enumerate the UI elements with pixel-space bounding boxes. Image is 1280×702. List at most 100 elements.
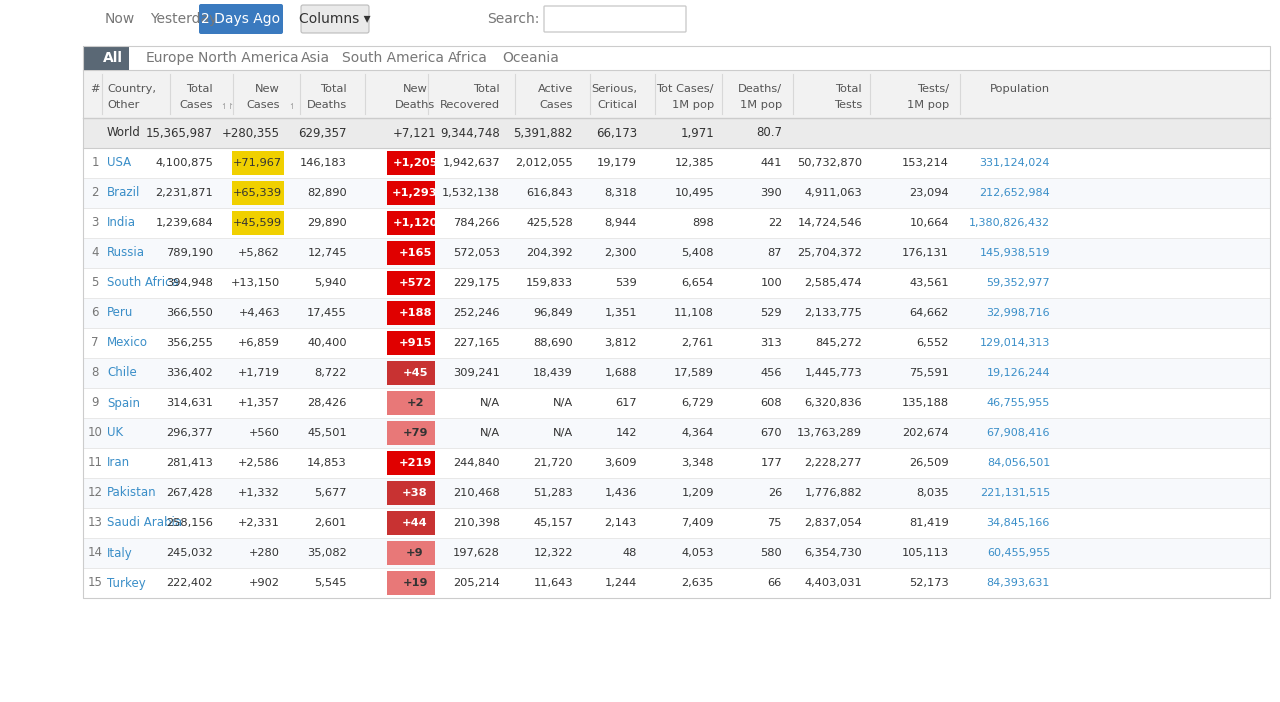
Text: 1,380,826,432: 1,380,826,432 (969, 218, 1050, 228)
Text: 3,609: 3,609 (604, 458, 637, 468)
Text: South America: South America (342, 51, 444, 65)
Text: 4,053: 4,053 (681, 548, 714, 558)
Text: Cases: Cases (539, 100, 573, 110)
Text: 616,843: 616,843 (526, 188, 573, 198)
Text: New: New (403, 84, 428, 94)
Bar (232, 151, 284, 175)
Text: 6,354,730: 6,354,730 (804, 548, 861, 558)
Text: 539: 539 (616, 278, 637, 288)
Text: 1,209: 1,209 (681, 488, 714, 498)
Text: +2,586: +2,586 (238, 458, 280, 468)
Text: 10: 10 (87, 427, 102, 439)
Text: 2,585,474: 2,585,474 (804, 278, 861, 288)
Text: North America: North America (197, 51, 298, 65)
Text: 100: 100 (760, 278, 782, 288)
Text: 258,156: 258,156 (166, 518, 212, 528)
Bar (83, 388, 1270, 418)
Text: 17,455: 17,455 (307, 308, 347, 318)
Text: 336,402: 336,402 (166, 368, 212, 378)
Bar (83, 268, 1270, 298)
Text: 43,561: 43,561 (909, 278, 948, 288)
Text: Deaths: Deaths (394, 100, 435, 110)
Text: 5,545: 5,545 (315, 578, 347, 588)
Bar (387, 301, 435, 325)
Text: Tests/: Tests/ (916, 84, 948, 94)
Text: 60,455,955: 60,455,955 (987, 548, 1050, 558)
Text: #: # (91, 84, 100, 94)
Text: 66,173: 66,173 (596, 126, 637, 140)
Text: 1,239,684: 1,239,684 (155, 218, 212, 228)
Text: 1,971: 1,971 (680, 126, 714, 140)
Text: 8,318: 8,318 (604, 188, 637, 198)
Text: Tot Cases/: Tot Cases/ (657, 84, 714, 94)
Text: N/A: N/A (553, 428, 573, 438)
Text: Africa: Africa (448, 51, 488, 65)
Text: N/A: N/A (480, 398, 500, 408)
Text: Iran: Iran (108, 456, 131, 470)
Text: 159,833: 159,833 (526, 278, 573, 288)
Text: Deaths: Deaths (307, 100, 347, 110)
Text: 331,124,024: 331,124,024 (979, 158, 1050, 168)
Text: India: India (108, 216, 136, 230)
Text: Saudi Arabia: Saudi Arabia (108, 517, 182, 529)
Text: 17,589: 17,589 (675, 368, 714, 378)
Text: 153,214: 153,214 (902, 158, 948, 168)
Text: 12,745: 12,745 (307, 248, 347, 258)
Text: 572,053: 572,053 (453, 248, 500, 258)
Text: +902: +902 (250, 578, 280, 588)
Text: +1,332: +1,332 (238, 488, 280, 498)
Bar (83, 358, 1270, 388)
Text: 26: 26 (768, 488, 782, 498)
Text: 1,942,637: 1,942,637 (443, 158, 500, 168)
Text: +6,859: +6,859 (238, 338, 280, 348)
Text: 146,183: 146,183 (300, 158, 347, 168)
Text: 2,143: 2,143 (604, 518, 637, 528)
Bar (83, 418, 1270, 448)
Text: 8,944: 8,944 (604, 218, 637, 228)
Text: +45,599: +45,599 (233, 218, 282, 228)
Text: 390: 390 (760, 188, 782, 198)
Text: N/A: N/A (480, 428, 500, 438)
Bar (83, 148, 1270, 178)
Text: 177: 177 (760, 458, 782, 468)
Bar (387, 541, 435, 565)
Text: 5,677: 5,677 (315, 488, 347, 498)
Text: 66: 66 (768, 578, 782, 588)
Text: 5,940: 5,940 (315, 278, 347, 288)
Text: 221,131,515: 221,131,515 (979, 488, 1050, 498)
Text: 245,032: 245,032 (166, 548, 212, 558)
Text: 96,849: 96,849 (534, 308, 573, 318)
Text: 59,352,977: 59,352,977 (987, 278, 1050, 288)
Text: 313: 313 (760, 338, 782, 348)
Text: 12,322: 12,322 (534, 548, 573, 558)
Text: +1,120: +1,120 (392, 218, 438, 228)
Text: 35,082: 35,082 (307, 548, 347, 558)
FancyBboxPatch shape (198, 4, 283, 34)
Text: 135,188: 135,188 (902, 398, 948, 408)
Bar (387, 151, 435, 175)
Text: 10,495: 10,495 (675, 188, 714, 198)
Text: Critical: Critical (596, 100, 637, 110)
Text: +2: +2 (406, 398, 424, 408)
Text: 11,108: 11,108 (675, 308, 714, 318)
Text: South Africa: South Africa (108, 277, 179, 289)
Bar (83, 298, 1270, 328)
Text: Asia: Asia (301, 51, 329, 65)
Text: Mexico: Mexico (108, 336, 148, 350)
Text: 142: 142 (616, 428, 637, 438)
Text: Yesterday: Yesterday (150, 12, 218, 26)
Text: +560: +560 (250, 428, 280, 438)
Text: 11,643: 11,643 (534, 578, 573, 588)
Text: Spain: Spain (108, 397, 140, 409)
Text: 2,012,055: 2,012,055 (516, 158, 573, 168)
Bar (83, 46, 1270, 598)
Text: 529: 529 (760, 308, 782, 318)
Text: +165: +165 (398, 248, 431, 258)
Text: 670: 670 (760, 428, 782, 438)
Text: Total: Total (320, 84, 347, 94)
Bar (387, 361, 435, 385)
Text: Total: Total (474, 84, 500, 94)
Text: 3,812: 3,812 (604, 338, 637, 348)
Text: +219: +219 (398, 458, 431, 468)
Bar (83, 46, 129, 70)
